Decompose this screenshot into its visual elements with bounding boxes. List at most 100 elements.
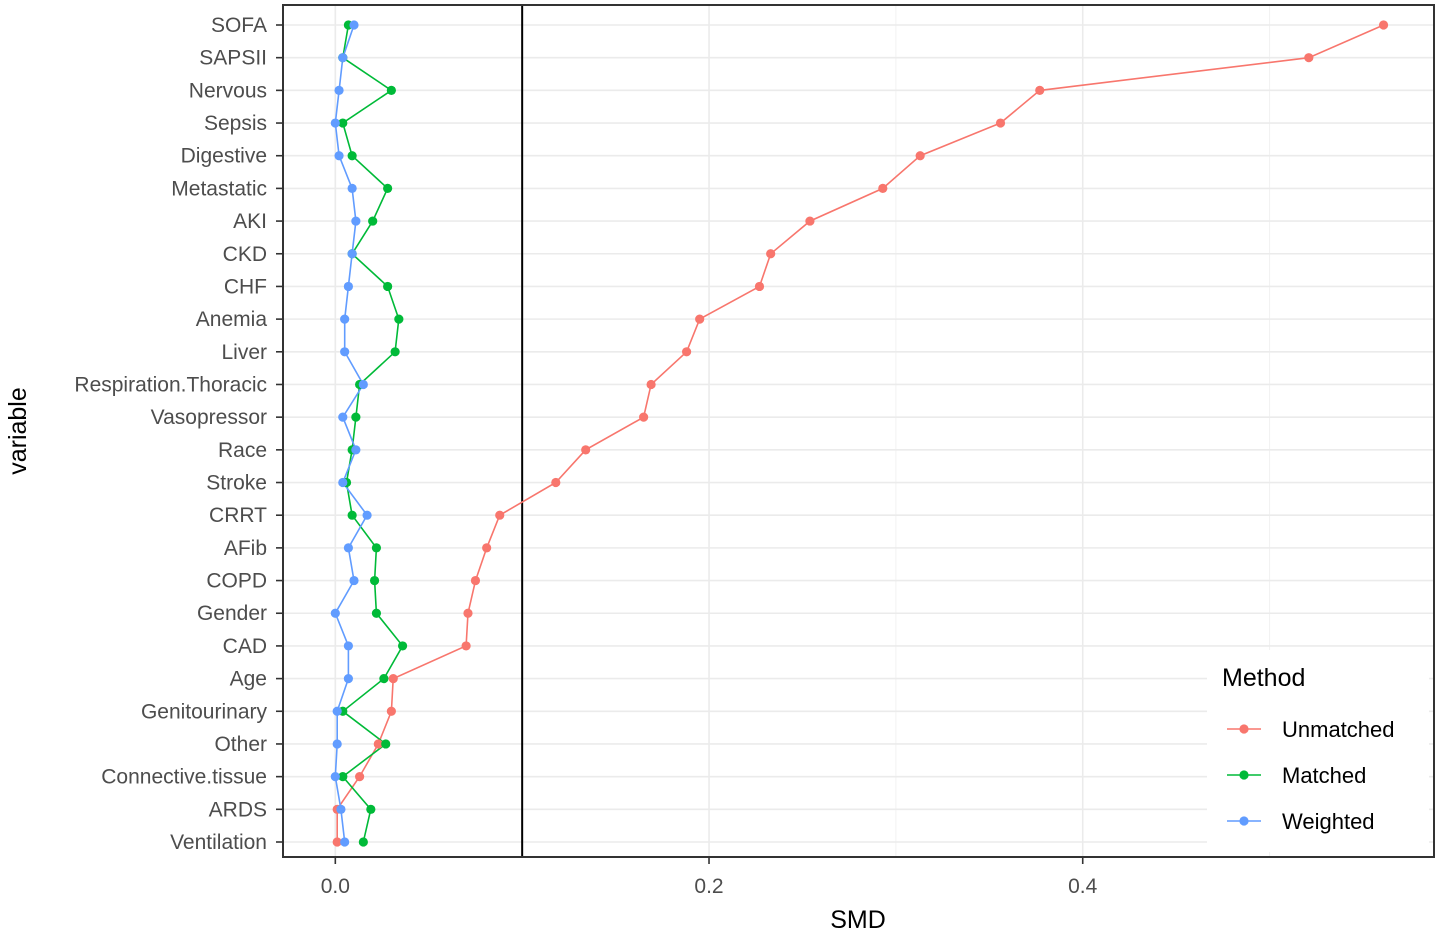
data-point-unmatched bbox=[495, 510, 505, 520]
data-point-weighted bbox=[340, 314, 350, 324]
data-point-matched bbox=[381, 739, 391, 749]
x-axis-title: SMD bbox=[830, 906, 886, 934]
data-point-weighted bbox=[332, 706, 342, 716]
data-point-matched bbox=[397, 641, 408, 651]
data-point-weighted bbox=[336, 804, 346, 814]
legend-label: Weighted bbox=[1282, 809, 1375, 834]
x-axis: 0.0 0.2 0.4 bbox=[321, 857, 1098, 898]
y-tick-label: Gender bbox=[197, 602, 267, 625]
y-tick-label: CAD bbox=[223, 635, 267, 658]
y-tick-label: Genitourinary bbox=[141, 700, 268, 723]
data-point-matched bbox=[371, 543, 382, 553]
legend-key-point bbox=[1239, 724, 1249, 734]
data-point-unmatched bbox=[695, 314, 705, 324]
data-point-matched bbox=[351, 412, 361, 422]
data-point-unmatched bbox=[805, 216, 815, 226]
legend-key-point bbox=[1239, 816, 1249, 826]
y-tick-label: Nervous bbox=[189, 79, 267, 102]
data-point-weighted bbox=[332, 739, 342, 749]
y-tick-label: Ventilation bbox=[170, 831, 267, 854]
data-point-matched bbox=[371, 608, 382, 618]
series-line-matched bbox=[341, 24, 404, 843]
legend-title: Method bbox=[1222, 664, 1305, 692]
data-point-unmatched bbox=[1378, 20, 1389, 30]
data-point-unmatched bbox=[878, 183, 888, 193]
data-point-weighted bbox=[334, 85, 344, 95]
series-points bbox=[330, 20, 1389, 847]
data-point-weighted bbox=[330, 772, 340, 782]
data-point-unmatched bbox=[332, 837, 342, 847]
data-point-weighted bbox=[347, 183, 357, 193]
data-point-weighted bbox=[338, 53, 348, 63]
data-point-weighted bbox=[347, 249, 357, 259]
legend-label: Unmatched bbox=[1282, 717, 1395, 742]
y-tick-label: Metastatic bbox=[171, 177, 267, 200]
data-point-weighted bbox=[349, 575, 359, 586]
data-point-weighted bbox=[351, 445, 361, 455]
legend-label: Matched bbox=[1282, 763, 1366, 788]
data-point-matched bbox=[394, 314, 404, 324]
data-point-unmatched bbox=[355, 772, 365, 782]
data-point-matched bbox=[358, 837, 368, 847]
data-point-unmatched bbox=[646, 379, 656, 390]
y-tick-label: Liver bbox=[221, 341, 267, 364]
data-point-weighted bbox=[330, 608, 340, 618]
data-point-unmatched bbox=[463, 608, 473, 618]
x-tick-label: 0.2 bbox=[694, 875, 723, 898]
y-tick-label: Race bbox=[218, 439, 267, 462]
data-point-unmatched bbox=[581, 445, 591, 455]
y-tick-label: Connective.tissue bbox=[101, 766, 267, 789]
series-line-unmatched bbox=[336, 24, 1384, 842]
data-point-unmatched bbox=[681, 347, 692, 357]
y-tick-label: Anemia bbox=[196, 308, 268, 331]
y-tick-label: Vasopressor bbox=[151, 406, 267, 429]
data-point-matched bbox=[379, 674, 389, 684]
data-point-unmatched bbox=[551, 477, 561, 488]
grid-lines bbox=[283, 5, 1434, 857]
data-point-matched bbox=[383, 281, 393, 292]
data-point-weighted bbox=[338, 477, 348, 488]
y-tick-label: COPD bbox=[206, 570, 267, 593]
data-point-matched bbox=[338, 772, 348, 782]
data-point-weighted bbox=[351, 216, 361, 226]
data-point-unmatched bbox=[766, 249, 776, 259]
data-point-unmatched bbox=[1035, 85, 1045, 95]
y-tick-label: AKI bbox=[233, 210, 267, 233]
data-point-weighted bbox=[343, 543, 353, 553]
y-tick-label: Other bbox=[214, 733, 267, 756]
data-point-unmatched bbox=[388, 674, 398, 684]
y-tick-label: CHF bbox=[224, 275, 267, 298]
y-axis: SOFA SAPSII Nervous Sepsis Digestive Metastat… bbox=[74, 14, 283, 854]
data-point-weighted bbox=[349, 20, 359, 30]
data-point-weighted bbox=[343, 281, 353, 292]
data-point-matched bbox=[383, 183, 393, 193]
data-point-weighted bbox=[343, 641, 353, 651]
data-point-unmatched bbox=[995, 118, 1006, 128]
x-tick-label: 0.0 bbox=[321, 875, 350, 898]
data-point-unmatched bbox=[461, 641, 471, 651]
data-point-matched bbox=[347, 510, 357, 520]
y-axis-title: variable bbox=[4, 387, 32, 475]
y-tick-label: CRRT bbox=[209, 504, 267, 527]
y-tick-label: SOFA bbox=[211, 14, 267, 37]
data-point-weighted bbox=[358, 379, 368, 390]
y-tick-label: Sepsis bbox=[204, 112, 267, 135]
data-point-unmatched bbox=[915, 151, 925, 161]
data-point-unmatched bbox=[470, 575, 481, 586]
legend-items: Unmatched Matched Weighted bbox=[1227, 717, 1395, 834]
series-line-weighted bbox=[334, 24, 369, 843]
y-tick-label: Respiration.Thoracic bbox=[74, 373, 267, 396]
data-point-unmatched bbox=[373, 739, 383, 749]
y-tick-label: SAPSII bbox=[199, 47, 267, 70]
data-point-unmatched bbox=[754, 281, 765, 292]
data-point-weighted bbox=[340, 347, 350, 357]
y-tick-label: Digestive bbox=[181, 145, 267, 168]
plot-panel-border bbox=[282, 4, 1435, 858]
data-point-unmatched bbox=[386, 706, 396, 716]
data-point-unmatched bbox=[1304, 53, 1314, 63]
data-point-unmatched bbox=[639, 412, 649, 422]
y-tick-label: Age bbox=[230, 668, 267, 691]
data-point-matched bbox=[386, 85, 396, 95]
y-tick-label: Stroke bbox=[206, 472, 267, 495]
y-tick-label: ARDS bbox=[209, 798, 267, 821]
